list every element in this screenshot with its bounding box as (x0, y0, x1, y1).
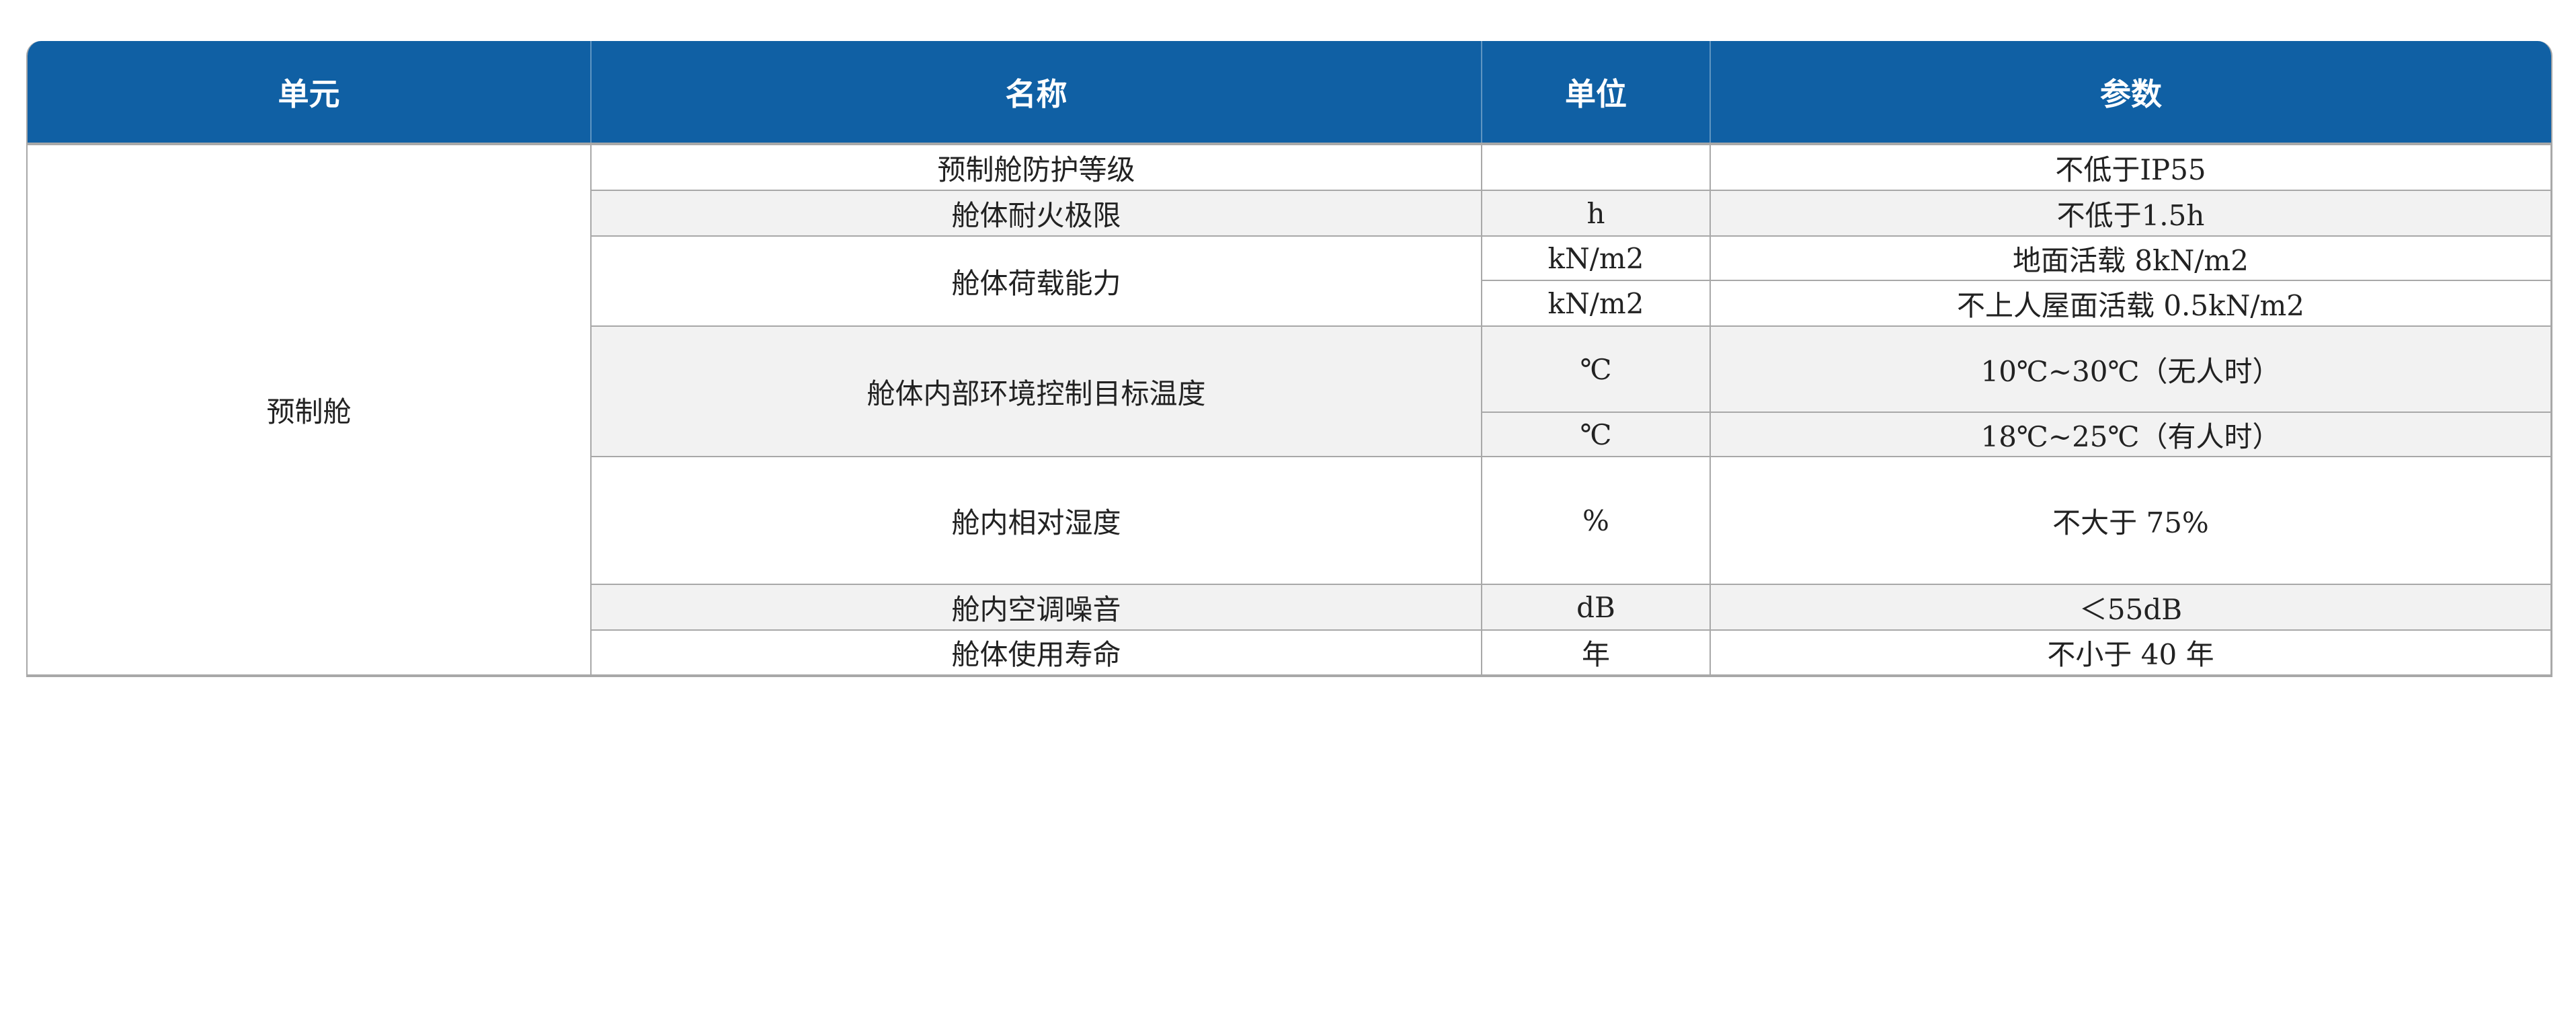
unit-cell: 预制舱 (28, 143, 592, 676)
table-row: 舱内相对湿度 % 不大于 75% (28, 456, 2551, 585)
table-row: 舱体使用寿命 年 不小于 40 年 (28, 629, 2551, 676)
header-unit: 单元 (28, 41, 591, 145)
measure-cell: ℃ (1481, 412, 1711, 457)
table-row: 预制舱 预制舱防护等级 不低于IP55 (28, 143, 2551, 676)
param-cell: 不上人屋面活载 0.5kN/m2 (1709, 280, 2551, 327)
name-cell: 舱内相对湿度 (590, 456, 1482, 585)
spec-table-container: 单元 名称 单位 参数 预制舱 预制舱防护等级 不低于IP55 舱体耐火极限 h… (26, 41, 2552, 677)
measure-cell: % (1481, 456, 1711, 585)
header-measure: 单位 (1481, 41, 1710, 145)
param-cell: 不低于IP55 (1709, 143, 2551, 191)
measure-cell: dB (1481, 584, 1711, 631)
spec-table: 单元 名称 单位 参数 预制舱 预制舱防护等级 不低于IP55 舱体耐火极限 h… (28, 41, 2551, 676)
name-cell: 预制舱防护等级 (590, 143, 1482, 191)
measure-cell: 年 (1481, 629, 1711, 676)
param-cell: 不低于1.5h (1709, 190, 2551, 237)
table-row: 舱体耐火极限 h 不低于1.5h (28, 190, 2551, 237)
name-cell: 舱体使用寿命 (590, 629, 1482, 676)
param-cell: 地面活载 8kN/m2 (1709, 235, 2551, 281)
measure-cell: ℃ (1481, 325, 1711, 413)
name-cell: 舱体耐火极限 (590, 190, 1482, 237)
table-row: ℃ 18℃~25℃（有人时） (28, 412, 2551, 457)
name-cell: 舱内空调噪音 (590, 584, 1482, 631)
param-cell: 10℃~30℃（无人时） (1709, 325, 2551, 413)
measure-cell: h (1481, 190, 1711, 237)
param-cell: ＜55dB (1709, 584, 2551, 631)
param-cell: 不小于 40 年 (1709, 629, 2551, 676)
measure-cell: kN/m2 (1481, 235, 1711, 281)
table-row: 舱体内部环境控制目标温度 ℃ 10℃~30℃（无人时） (28, 325, 2551, 457)
table-row: kN/m2 不上人屋面活载 0.5kN/m2 (28, 280, 2551, 327)
measure-cell (1481, 143, 1711, 191)
table-row: 舱体荷载能力 kN/m2 地面活载 8kN/m2 (28, 235, 2551, 327)
param-cell: 不大于 75% (1709, 456, 2551, 585)
header-param: 参数 (1709, 41, 2551, 145)
measure-cell: kN/m2 (1481, 280, 1711, 327)
name-cell: 舱体内部环境控制目标温度 (590, 325, 1482, 457)
header-row: 单元 名称 单位 参数 (28, 41, 2551, 145)
table-row: 舱内空调噪音 dB ＜55dB (28, 584, 2551, 631)
header-name: 名称 (590, 41, 1482, 145)
param-cell: 18℃~25℃（有人时） (1709, 412, 2551, 457)
name-cell: 舱体荷载能力 (590, 235, 1482, 327)
